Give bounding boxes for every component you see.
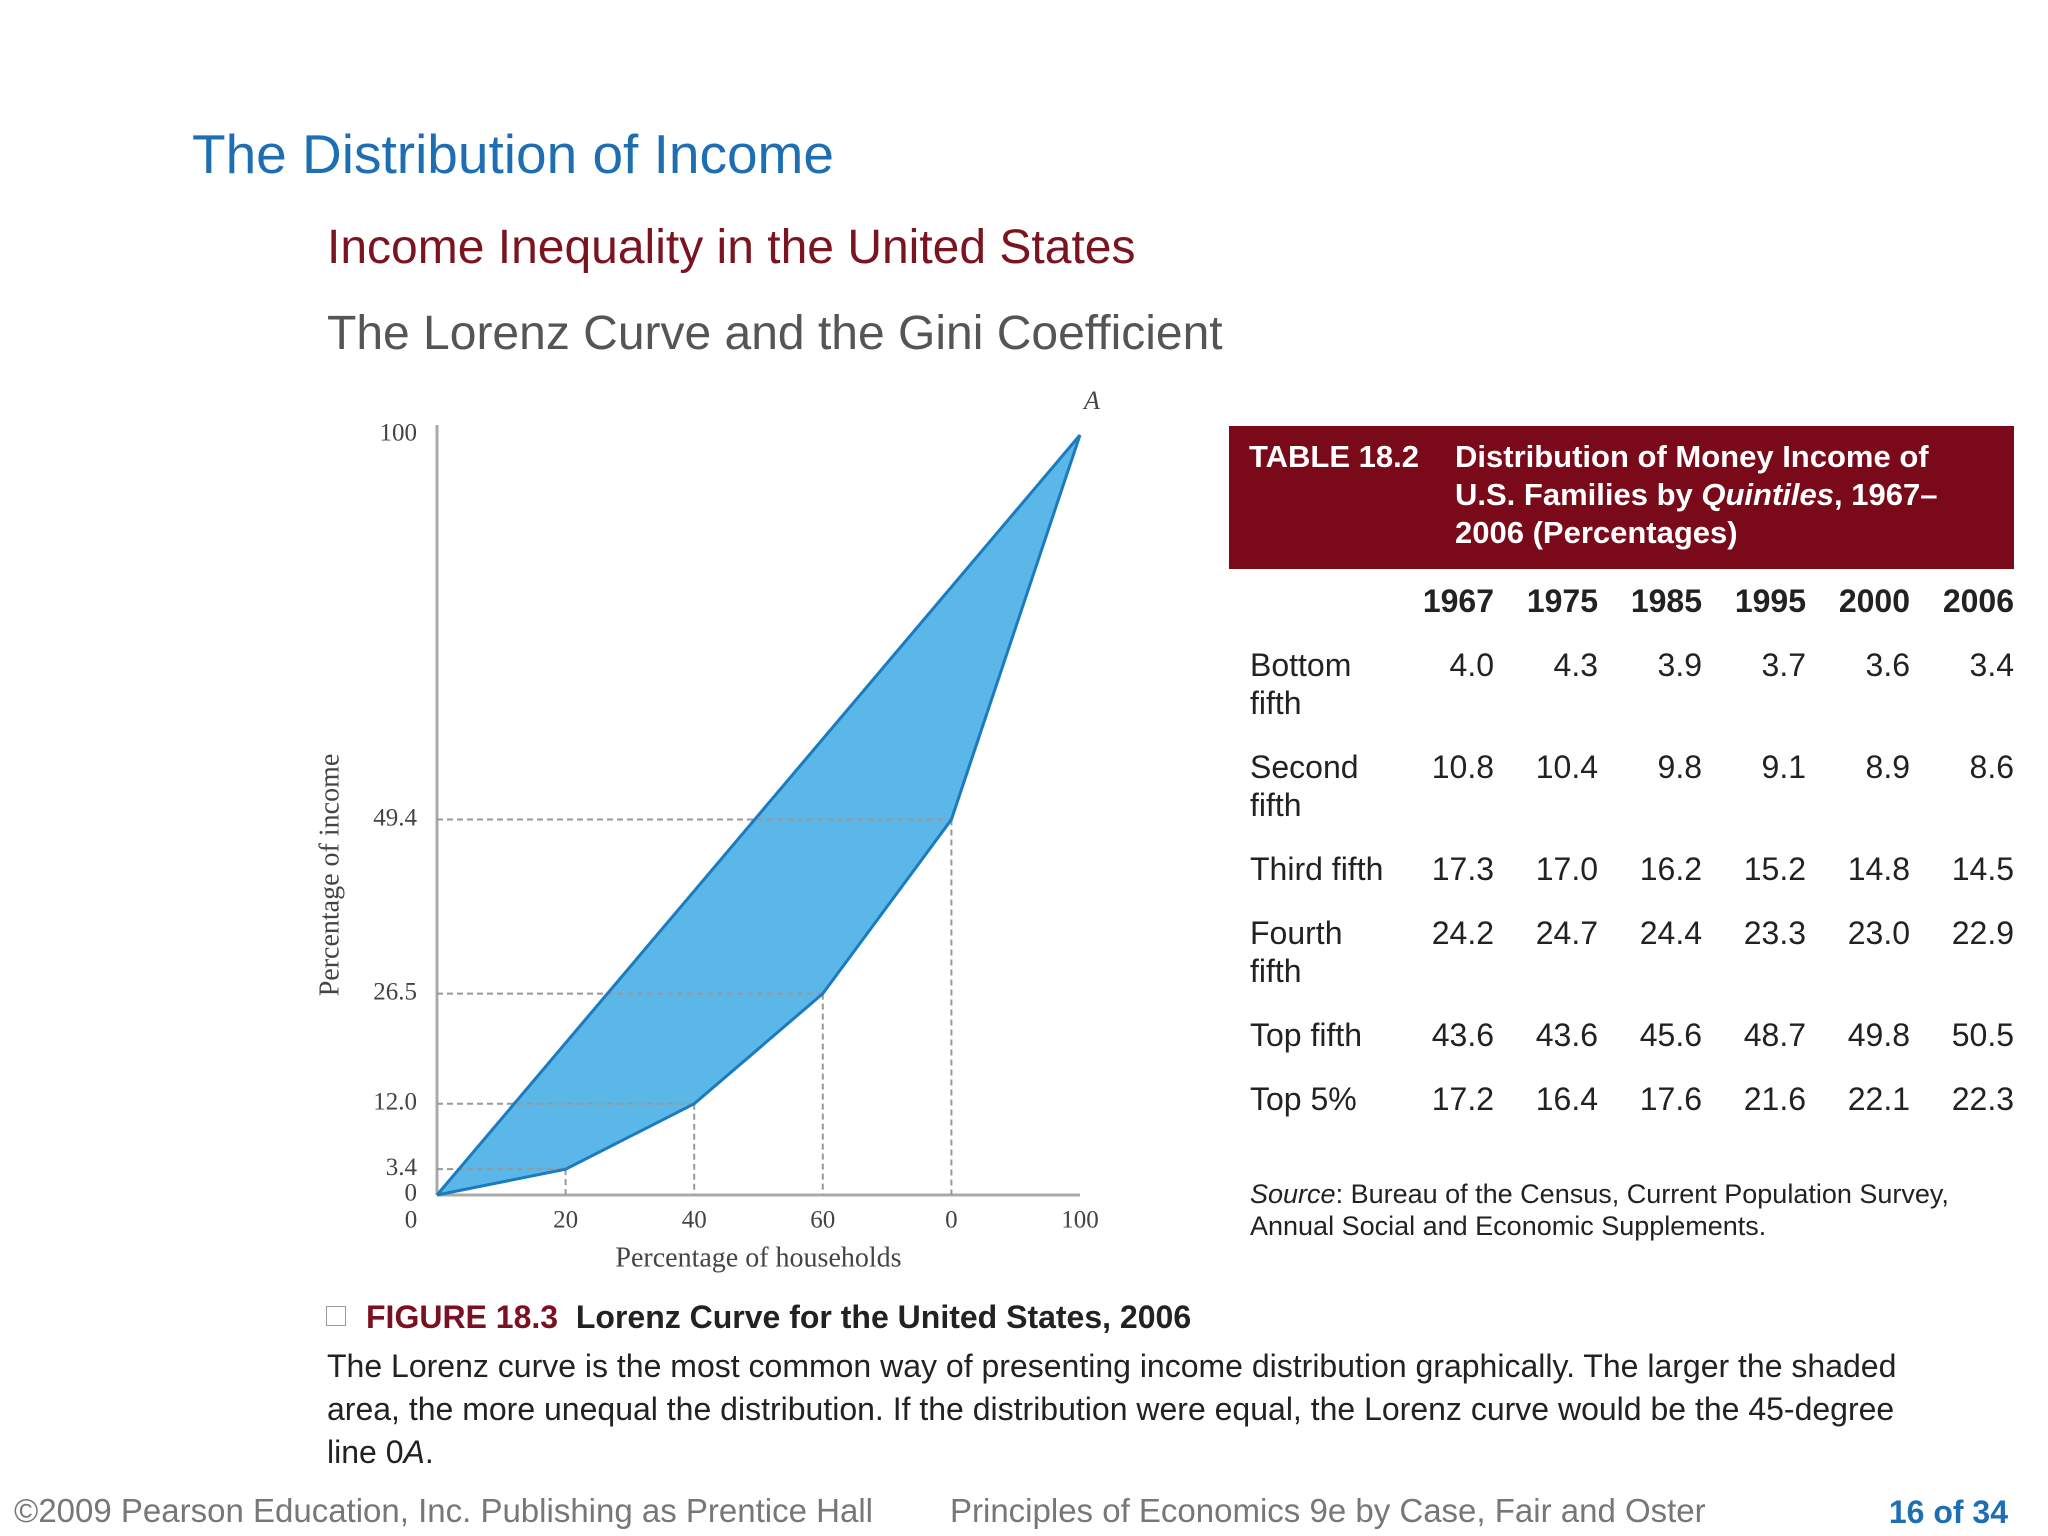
table-cell: 22.1 xyxy=(1847,1081,1910,1117)
caption-italic: A xyxy=(403,1434,425,1470)
column-header: 2006 xyxy=(1942,583,2014,619)
table: 1967 1975 1985 1995 2000 2006 Bottom fifth 4.0 4… xyxy=(1250,582,2014,1118)
x-tick-label: 0 xyxy=(945,1207,958,1234)
row-label: Third fifth xyxy=(1250,851,1384,887)
table-source: Source: Bureau of the Census, Current Po… xyxy=(1250,1178,2010,1242)
x-tick-label: 100 xyxy=(1061,1207,1099,1234)
table-cell: 9.1 xyxy=(1761,749,1806,785)
subtitle: Income Inequality in the United States xyxy=(327,221,1136,274)
row-label: Bottom fifth xyxy=(1250,647,1352,721)
y-tick-label: 3.4 xyxy=(386,1154,418,1181)
table-title-text: , 1967–2006 (Percentages) xyxy=(1455,477,1938,550)
table-cell: 3.9 xyxy=(1657,647,1702,683)
y-tick-label: 0 xyxy=(405,1180,418,1207)
copyright: ©2009 Pearson Education, Inc. Publishing… xyxy=(14,1492,873,1529)
figure-text: The Lorenz curve is the most common way … xyxy=(327,1345,1927,1474)
subheading: The Lorenz Curve and the Gini Coefficien… xyxy=(327,307,1223,360)
row-label: Fourth fifth xyxy=(1250,915,1343,989)
caption-icon xyxy=(326,1306,346,1326)
y-tick-label: 26.5 xyxy=(373,978,417,1005)
row-label: Second fifth xyxy=(1250,749,1359,823)
table-cell: 49.8 xyxy=(1847,1017,1910,1053)
figure-number: FIGURE 18.3 xyxy=(366,1299,559,1335)
table-cell: 3.6 xyxy=(1865,647,1910,683)
column-header: 1995 xyxy=(1734,583,1806,619)
figure-title: Lorenz Curve for the United States, 2006 xyxy=(575,1299,1192,1335)
lorenz-curve xyxy=(436,434,1082,1197)
row-label: Top 5% xyxy=(1250,1081,1357,1117)
column-header: 2000 xyxy=(1838,583,1910,619)
source-text: : Bureau of the Census, Current Populati… xyxy=(1250,1179,1949,1241)
x-tick-label: 60 xyxy=(810,1207,835,1234)
table-cell: 17.3 xyxy=(1431,851,1494,887)
slide-title: The Distribution of Income xyxy=(192,123,834,185)
page-number: 16 of 34 xyxy=(1888,1494,2008,1530)
table-cell: 24.2 xyxy=(1431,915,1494,951)
table-cell: 14.8 xyxy=(1847,851,1910,887)
table-cell: 22.9 xyxy=(1951,915,2014,951)
y-tick-label: 49.4 xyxy=(373,804,417,831)
caption-text: The Lorenz curve is the most common way … xyxy=(327,1348,1897,1470)
book-credit: Principles of Economics 9e by Case, Fair… xyxy=(950,1492,1706,1529)
row-label: Top fifth xyxy=(1250,1017,1363,1053)
table-cell: 43.6 xyxy=(1431,1017,1494,1053)
table-number: TABLE 18.2 xyxy=(1249,439,1419,474)
table-cell: 3.7 xyxy=(1761,647,1806,683)
table-cell: 48.7 xyxy=(1743,1017,1806,1053)
table-cell: 24.7 xyxy=(1535,915,1598,951)
annotation: A xyxy=(1082,386,1100,415)
table-title-italic: Quintiles xyxy=(1701,477,1835,512)
table-cell: 50.5 xyxy=(1951,1017,2014,1053)
y-axis-label: Percentage of income xyxy=(314,754,345,997)
table-cell: 21.6 xyxy=(1743,1081,1806,1117)
table-cell: 16.2 xyxy=(1639,851,1702,887)
x-tick-label: 40 xyxy=(682,1207,707,1234)
source-label: Source xyxy=(1250,1179,1336,1209)
table-cell: 17.0 xyxy=(1535,851,1598,887)
table-cell: 3.4 xyxy=(1969,647,2014,683)
table-cell: 15.2 xyxy=(1743,851,1806,887)
x-tick-label: 20 xyxy=(553,1207,578,1234)
corner-cell xyxy=(1250,582,1390,620)
column-header: 1985 xyxy=(1630,583,1702,619)
table-cell: 17.6 xyxy=(1639,1081,1702,1117)
table-title: Distribution of Money Income of U.S. Fam… xyxy=(1455,438,1994,557)
table-cell: 8.6 xyxy=(1969,749,2014,785)
column-header: 1967 xyxy=(1422,583,1494,619)
table-cell: 14.5 xyxy=(1951,851,2014,887)
table-cell: 23.0 xyxy=(1847,915,1910,951)
caption-text: . xyxy=(424,1434,434,1470)
table-cell: 9.8 xyxy=(1657,749,1702,785)
table-cell: 45.6 xyxy=(1639,1017,1702,1053)
x-axis-label: Percentage of households xyxy=(615,1242,901,1273)
table-header: TABLE 18.2 Distribution of Money Income … xyxy=(1229,426,2014,569)
table-cell: 23.3 xyxy=(1743,915,1806,951)
table-cell: 24.4 xyxy=(1639,915,1702,951)
table-title-text: Distribution of Money Income of U.S. Fam… xyxy=(1455,439,1929,512)
table-cell: 8.9 xyxy=(1865,749,1910,785)
table-cell: 10.8 xyxy=(1431,749,1494,785)
table-cell: 4.0 xyxy=(1449,647,1494,683)
table-cell: 22.3 xyxy=(1951,1081,2014,1117)
table-cell: 43.6 xyxy=(1535,1017,1598,1053)
table-cell: 4.3 xyxy=(1553,647,1598,683)
y-tick-label: 100 xyxy=(380,420,418,447)
table-cell: 17.2 xyxy=(1431,1081,1494,1117)
y-tick-label: 12.0 xyxy=(373,1089,417,1116)
table-cell: 10.4 xyxy=(1535,749,1598,785)
table-cell: 16.4 xyxy=(1535,1081,1598,1117)
equality-line xyxy=(435,434,1082,1196)
column-header: 1975 xyxy=(1526,583,1598,619)
figure-caption: FIGURE 18.3 Lorenz Curve for the United … xyxy=(366,1299,1191,1336)
x-tick-label: 0 xyxy=(405,1207,418,1234)
